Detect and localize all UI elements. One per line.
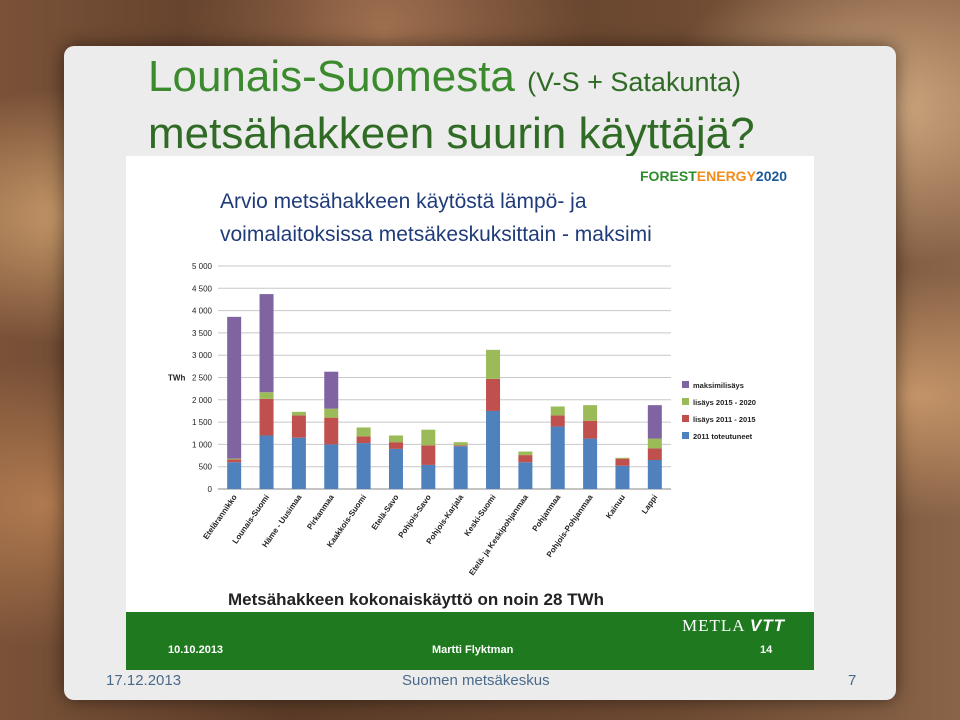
- bar-segment: [453, 446, 468, 489]
- slide-title-line2: metsähakkeen suurin käyttäjä?: [148, 109, 755, 158]
- title-sub: (V-S + Satakunta): [527, 67, 741, 97]
- forestenergy-logo: FORESTENERGY2020: [640, 168, 788, 184]
- bar-segment: [421, 445, 436, 465]
- bar-segment: [453, 445, 468, 447]
- bar-segment: [583, 438, 598, 489]
- bar-segment: [259, 294, 274, 393]
- bar-segment: [550, 406, 565, 416]
- embedded-footer-page: 14: [760, 644, 773, 656]
- slide-footer-date: 17.12.2013: [106, 672, 182, 689]
- bar-segment: [356, 427, 371, 437]
- bar-segment: [583, 405, 598, 421]
- legend-label: maksimilisäys: [693, 381, 744, 390]
- bar-segment: [550, 415, 565, 427]
- bar-segment: [259, 398, 274, 436]
- bar-segment: [518, 451, 533, 456]
- x-tick-label: Etelärannikko: [201, 493, 239, 541]
- bar-segment: [550, 426, 565, 489]
- legend-label: lisäys 2011 - 2015: [693, 415, 756, 424]
- chart-heading-line1: Arvio metsähakkeen käytöstä lämpö- ja: [220, 190, 587, 213]
- bar-segment: [227, 316, 242, 459]
- bar-segment: [227, 462, 242, 489]
- bar-segment: [518, 455, 533, 463]
- bar-segment: [615, 457, 630, 459]
- slide-footer-org: Suomen metsäkeskus: [402, 672, 550, 689]
- legend-swatch: [682, 398, 689, 405]
- x-tick-label: Pohjanmaa: [531, 493, 563, 534]
- bar-segment: [453, 442, 468, 446]
- bar-segment: [486, 410, 501, 489]
- chart-heading-line2: voimalaitoksissa metsäkeskuksittain - ma…: [220, 223, 652, 246]
- bar-segment: [486, 378, 501, 411]
- bar-segment: [583, 420, 598, 439]
- bar-segment: [388, 442, 403, 449]
- bar-segment: [356, 443, 371, 489]
- x-tick-label: Lappi: [640, 493, 660, 516]
- bar-segment: [647, 448, 662, 461]
- bar-segment: [291, 437, 306, 489]
- bar-segment: [647, 438, 662, 449]
- bar-segment: [227, 459, 242, 463]
- bar-segment: [259, 392, 274, 399]
- bar-segment: [615, 465, 630, 489]
- bar-segment: [291, 415, 306, 438]
- bar-segment: [291, 411, 306, 416]
- y-tick-label: 4 500: [192, 284, 213, 293]
- bar-segment: [615, 458, 630, 466]
- y-tick-label: 0: [208, 485, 213, 494]
- x-tick-label: Kainuu: [604, 493, 627, 520]
- embedded-slide-footer: METLA VTT 10.10.2013 Martti Flyktman 14: [126, 612, 814, 670]
- legend-label: lisäys 2015 - 2020: [693, 398, 756, 407]
- y-tick-label: 5 000: [192, 262, 213, 271]
- bar-segment: [518, 462, 533, 489]
- bar-segment: [324, 417, 339, 445]
- y-tick-label: 1 500: [192, 418, 213, 427]
- bar-segment: [647, 405, 662, 439]
- legend-label: 2011 toteutuneet: [693, 432, 753, 441]
- embedded-footer-author: Martti Flyktman: [432, 644, 514, 656]
- bar-segment: [421, 464, 436, 489]
- bar-segment: [388, 448, 403, 489]
- total-usage-note: Metsähakkeen kokonaiskäyttö on noin 28 T…: [228, 590, 604, 609]
- y-tick-label: 2 000: [192, 396, 213, 405]
- bar-segment: [324, 444, 339, 489]
- bar-segment: [388, 435, 403, 443]
- x-tick-label: Pohjois-Savo: [397, 493, 434, 540]
- y-tick-label: 3 500: [192, 329, 213, 338]
- bar-segment: [324, 371, 339, 409]
- x-tick-label: Keski-Suomi: [463, 493, 498, 538]
- y-tick-label: 2 500: [192, 374, 213, 383]
- slide: Lounais-Suomesta (V-S + Satakunta) metsä…: [64, 46, 896, 700]
- embedded-slide: FORESTENERGY2020 Arvio metsähakkeen käyt…: [126, 156, 814, 670]
- bar-segment: [647, 460, 662, 489]
- legend-swatch: [682, 432, 689, 439]
- title-main: Lounais-Suomesta: [148, 52, 515, 101]
- legend-swatch: [682, 381, 689, 388]
- y-tick-label: 500: [199, 463, 213, 472]
- stacked-bar-chart: 0 500 1 000 1 500 2 000 2 500 3 000 3 500 4 000 4…: [168, 262, 756, 578]
- x-tick-label: Pirkanmaa: [305, 493, 336, 532]
- y-axis-label: TWh: [168, 374, 185, 383]
- embedded-footer-date: 10.10.2013: [168, 644, 224, 656]
- legend-swatch: [682, 415, 689, 422]
- bar-segment: [356, 436, 371, 444]
- slide-footer-page: 7: [848, 672, 857, 689]
- bar-segment: [324, 408, 339, 418]
- bar-segment: [259, 435, 274, 489]
- slide-title-line1: Lounais-Suomesta (V-S + Satakunta): [148, 50, 741, 109]
- y-tick-label: 3 000: [192, 351, 213, 360]
- metla-logo: METLA VTT: [682, 616, 785, 635]
- x-tick-label: Etelä- ja Keskipohjanmaa: [467, 493, 530, 578]
- y-tick-label: 4 000: [192, 307, 213, 316]
- bar-segment: [227, 458, 242, 460]
- y-tick-label: 1 000: [192, 440, 213, 449]
- bar-segment: [486, 349, 501, 379]
- x-tick-label: Etelä-Savo: [370, 493, 401, 532]
- bar-segment: [421, 429, 436, 446]
